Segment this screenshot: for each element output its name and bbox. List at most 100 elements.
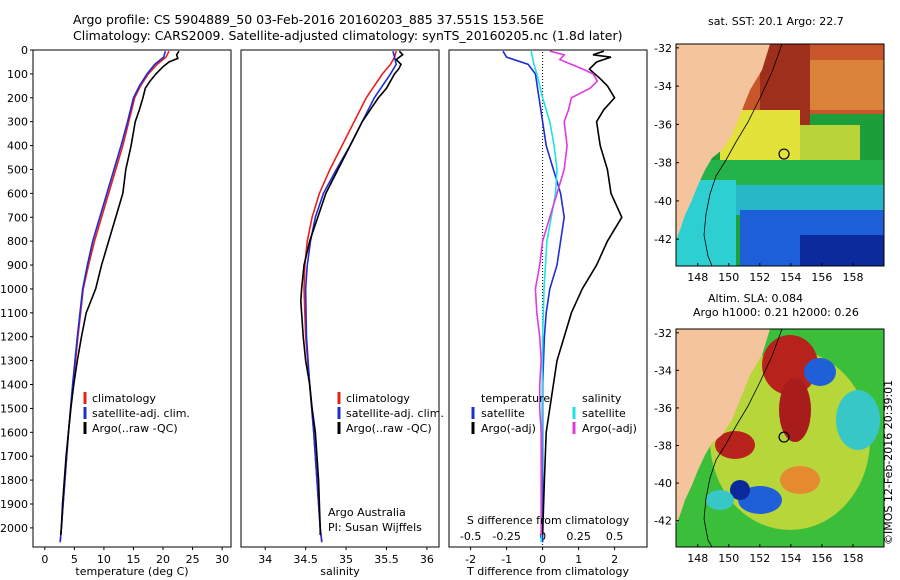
map-lat-tick-label: -38: [654, 440, 672, 453]
depth-tick-label: 1600: [0, 426, 28, 439]
map-lon-tick-label: 150: [718, 271, 739, 284]
s-difference-label: S difference from climatology: [467, 514, 630, 527]
series-line-argo-raw-qc-: [300, 50, 404, 536]
sla-map-panel: Altim. SLA: 0.084 Argo h1000: 0.21 h2000…: [654, 292, 885, 565]
depth-tick-label: 1900: [0, 498, 28, 511]
temperature-ticks: 0 5 10 15 20 25 30: [41, 547, 229, 566]
temperature-tick-label: 30: [215, 553, 229, 566]
map-lat-tick-label: -40: [654, 477, 672, 490]
series-line-t-satellite: [502, 50, 566, 543]
t-difference-tick-label: -2: [465, 553, 476, 566]
temperature-tick-label: 5: [71, 553, 78, 566]
legend-targo-label: Argo(-adj): [481, 422, 536, 435]
map-lat-tick-label: -32: [654, 42, 672, 55]
sla-map-title-line1: Altim. SLA: 0.084: [708, 292, 803, 305]
map-lat-tick-label: -42: [654, 515, 672, 528]
legend-temperature-title: temperature: [481, 392, 550, 405]
map-lon-tick-label: 148: [687, 552, 708, 565]
sla-cyan-patch-2: [706, 490, 734, 510]
map-lat-tick-label: -32: [654, 327, 672, 340]
map-lat-tick-label: -36: [654, 402, 672, 415]
sla-blue-eddy-3: [730, 480, 750, 500]
sst-map-title: sat. SST: 20.1 Argo: 22.7: [708, 15, 844, 28]
depth-tick-label: 1100: [0, 307, 28, 320]
salinity-lines: [300, 50, 404, 543]
salinity-tick-label: 34.5: [293, 553, 318, 566]
map-lat-tick-label: -38: [654, 157, 672, 170]
sst-coast-contour: [703, 44, 783, 266]
depth-tick-label: 0: [21, 44, 28, 57]
salinity-ticks: 34 34.5 35 35.5 36: [258, 547, 434, 566]
legend-clim-label: climatology: [346, 392, 410, 405]
legend-argo-label: Argo(..raw -QC): [346, 422, 432, 435]
map-lon-tick-label: 158: [842, 552, 863, 565]
sla-red-eddy-1: [762, 335, 818, 395]
legend-sargo-label: Argo(-adj): [582, 422, 637, 435]
temperature-tick-label: 15: [126, 553, 140, 566]
sst-map-image: [676, 44, 884, 266]
temperature-panel: 0100200300400500600700800900100011001200…: [0, 44, 232, 578]
series-line-s-satellite: [530, 51, 558, 543]
legend-argo-label: Argo(..raw -QC): [92, 422, 178, 435]
depth-tick-label: 1700: [0, 450, 28, 463]
legend-ssat-label: satellite: [582, 407, 626, 420]
map-lat-tick-label: -36: [654, 118, 672, 131]
legend-tsat-label: satellite: [481, 407, 525, 420]
depth-tick-label: 1400: [0, 379, 28, 392]
map-lon-tick-label: 152: [749, 552, 770, 565]
depth-tick-label: 200: [7, 92, 28, 105]
imos-credit: ©IMOS 12-Feb-2016 20:39:01: [882, 380, 895, 545]
map-lat-tick-label: -34: [654, 364, 672, 377]
s-difference-tick-label: -0.5: [460, 530, 481, 543]
t-difference-tick-label: 0: [539, 553, 546, 566]
sla-map-frame: [675, 328, 885, 548]
difference-legend: temperature salinity satellite Argo(-adj…: [471, 392, 637, 435]
sla-red-eddy-3: [715, 431, 755, 459]
depth-tick-label: 1500: [0, 402, 28, 415]
temperature-legend: climatology satellite-adj. clim. Argo(..…: [83, 392, 190, 435]
depth-tick-label: 1800: [0, 474, 28, 487]
temperature-xlabel: temperature (deg C): [75, 565, 188, 578]
temperature-tick-label: 25: [186, 553, 200, 566]
difference-lines: [502, 50, 623, 543]
map-lon-tick-label: 154: [780, 552, 801, 565]
s-difference-tick-label: -0.25: [492, 530, 520, 543]
header-line2: Climatology: CARS2009. Satellite-adjuste…: [73, 28, 623, 43]
depth-tick-label: 800: [7, 235, 28, 248]
map-lon-tick-label: 150: [718, 552, 739, 565]
sst-land: [676, 44, 770, 240]
legend-sat-label: satellite-adj. clim.: [92, 407, 190, 420]
legend-clim-label: climatology: [92, 392, 156, 405]
map-lat-tick-label: -34: [654, 80, 672, 93]
series-line-s-argo-adj-: [534, 50, 599, 536]
sla-red-eddy-2: [779, 378, 811, 442]
sla-orange-patch: [780, 466, 820, 494]
sst-yellow-patch: [800, 125, 860, 165]
pi-label: PI: Susan Wijffels: [328, 521, 422, 534]
t-difference-tick-label: 1: [575, 553, 582, 566]
sla-map-image: [676, 329, 884, 547]
legend-salinity-title: salinity: [582, 392, 622, 405]
map-lat-tick-label: -40: [654, 195, 672, 208]
depth-tick-label: 600: [7, 187, 28, 200]
sla-map-title-line2: Argo h1000: 0.21 h2000: 0.26: [693, 306, 859, 319]
s-difference-tick-label: 0.25: [566, 530, 591, 543]
salinity-tick-label: 36: [420, 553, 434, 566]
t-difference-tick-label: 2: [611, 553, 618, 566]
map-lon-tick-label: 158: [842, 271, 863, 284]
temperature-tick-label: 0: [41, 553, 48, 566]
t-difference-tick-label: -1: [501, 553, 512, 566]
depth-tick-label: 700: [7, 211, 28, 224]
sla-blue-eddy-1: [804, 358, 836, 386]
map-lon-tick-label: 156: [811, 552, 832, 565]
series-line-t-argo-adj-: [541, 50, 623, 536]
map-lat-tick-label: -42: [654, 233, 672, 246]
temperature-axes-frame: [32, 49, 232, 548]
salinity-tick-label: 34: [258, 553, 272, 566]
sst-orange-east: [810, 60, 884, 110]
depth-tick-label: 1200: [0, 331, 28, 344]
depth-tick-label: 400: [7, 140, 28, 153]
sla-cyan-patch: [836, 390, 880, 450]
difference-panel: -2 -1 0 1 2 -0.5 -0.25 0 0.25 0.5 S difference f…: [448, 49, 648, 578]
t-difference-xlabel: T difference from climatology: [466, 565, 629, 578]
